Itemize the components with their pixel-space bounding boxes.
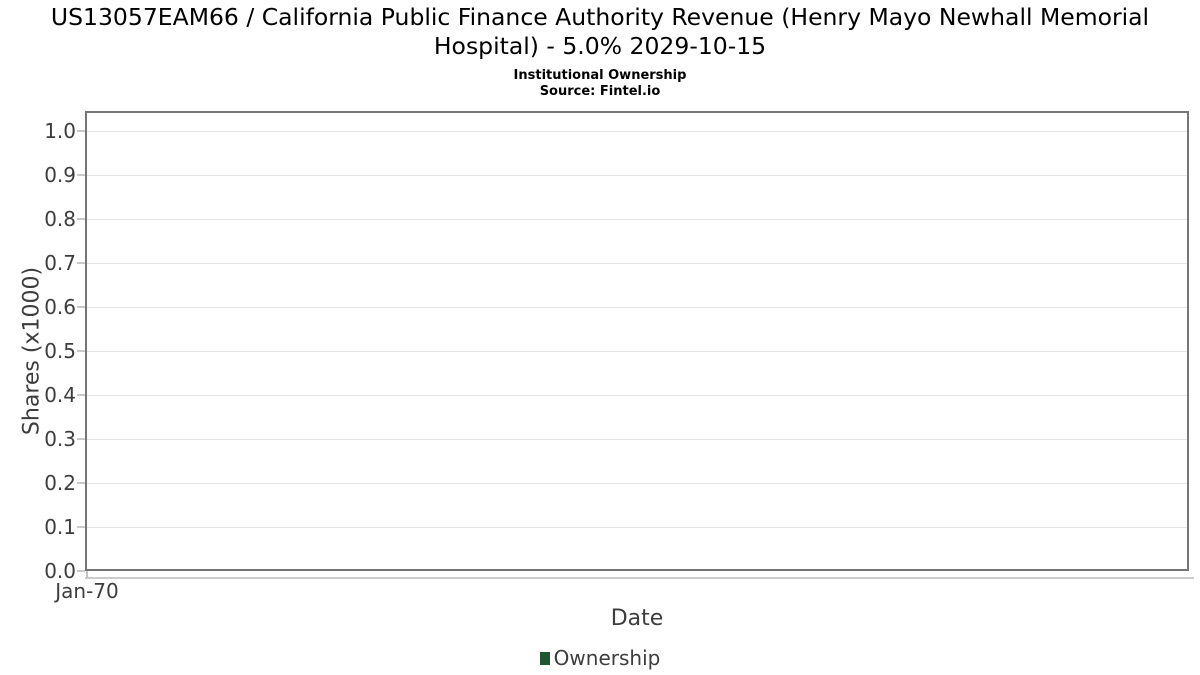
y-tick-label: 0.5 [44,339,76,363]
y-tick-mark [77,218,85,220]
y-gridline [87,351,1187,352]
y-tick-label: 0.9 [44,163,76,187]
y-tick-label: 0.0 [44,559,76,583]
y-tick-label: 0.3 [44,427,76,451]
y-tick-mark [77,306,85,308]
y-tick-mark [77,130,85,132]
chart-title: US13057EAM66 / California Public Finance… [50,3,1150,60]
legend-series-label: Ownership [553,646,661,670]
chart-subtitle: Institutional Ownership [513,68,687,83]
y-gridline [87,395,1187,396]
y-gridline [87,439,1187,440]
y-gridline [87,219,1187,220]
y-tick-mark [77,482,85,484]
x-axis-baseline [85,577,1194,579]
y-tick-mark [77,394,85,396]
x-tick-label: Jan-70 [55,579,119,603]
y-gridline [87,527,1187,528]
y-tick-label: 0.6 [44,295,76,319]
y-gridline [87,131,1187,132]
x-tick-mark [86,571,88,578]
y-gridline [87,175,1187,176]
legend-swatch-ownership [539,651,550,665]
y-tick-mark [77,570,85,572]
y-tick-label: 0.1 [44,515,76,539]
y-tick-label: 1.0 [44,119,76,143]
plot-area [85,111,1189,571]
chart-source-label: Source: Fintel.io [539,84,661,99]
y-gridline [87,483,1187,484]
y-tick-mark [77,174,85,176]
y-tick-label: 0.7 [44,251,76,275]
y-gridline [87,263,1187,264]
y-tick-mark [77,262,85,264]
y-gridline [87,307,1187,308]
x-axis-label: Date [610,606,664,631]
legend: Ownership [0,646,1200,670]
y-tick-label: 0.4 [44,383,76,407]
y-tick-label: 0.2 [44,471,76,495]
y-tick-label: 0.8 [44,207,76,231]
y-tick-mark [77,350,85,352]
y-tick-mark [77,526,85,528]
y-tick-mark [77,438,85,440]
